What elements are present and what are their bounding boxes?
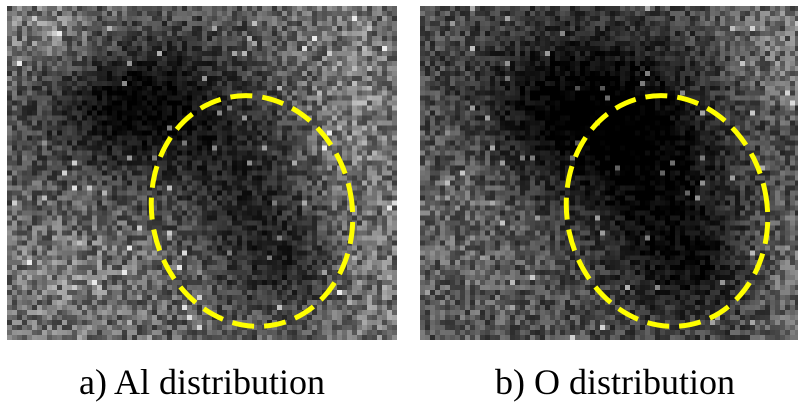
- al-roi-ellipse: [148, 93, 356, 329]
- o-roi-ellipse: [563, 93, 771, 329]
- o-distribution-caption: b) O distribution: [495, 362, 735, 402]
- o-distribution-image: [420, 6, 798, 340]
- al-roi-overlay: [148, 93, 356, 329]
- o-roi-overlay: [563, 93, 771, 329]
- al-distribution-map: [7, 6, 397, 340]
- al-distribution-caption: a) Al distribution: [79, 362, 325, 402]
- o-distribution-map: [420, 6, 798, 340]
